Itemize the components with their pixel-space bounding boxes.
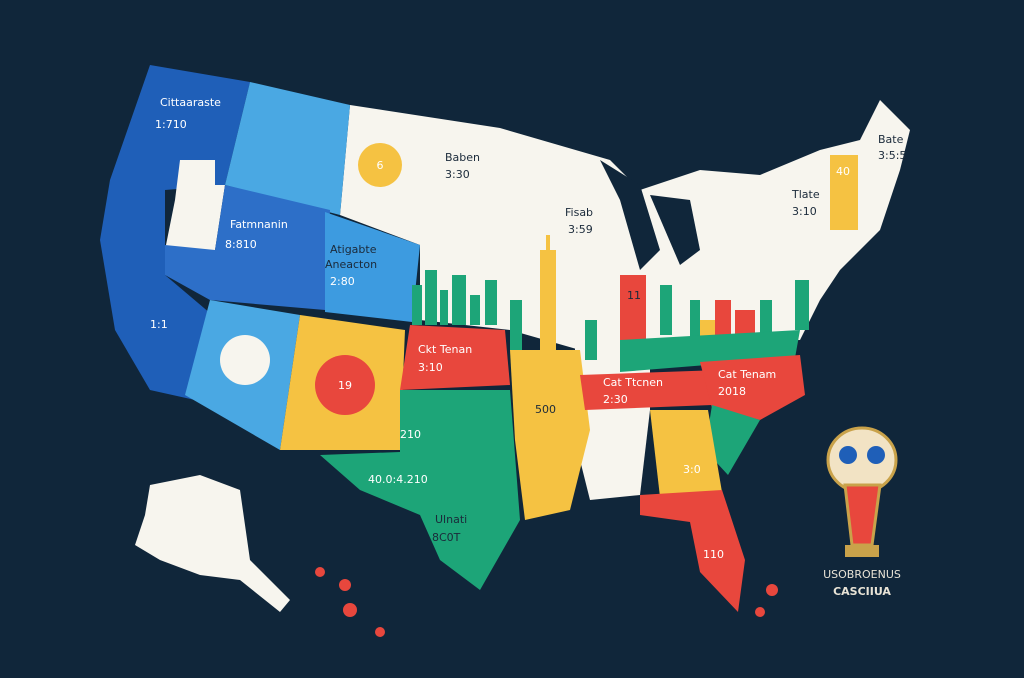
region-value: 110 <box>703 548 724 561</box>
region-shape <box>600 160 660 270</box>
region-name: Fatmnanin <box>230 218 288 231</box>
region-value: 2:30 <box>603 393 628 406</box>
region-value: 2:80 <box>330 275 355 288</box>
region-name: Bate <box>878 133 904 146</box>
region-name: Fisab <box>565 206 593 219</box>
region-value: 8:810 <box>225 238 257 251</box>
marker <box>220 335 270 385</box>
marker <box>315 355 375 415</box>
region-name: Aneacton <box>325 258 377 271</box>
region-name: Ckt Tenan <box>418 343 472 356</box>
region-value: 1:1 <box>150 318 168 331</box>
region-shape <box>640 490 745 612</box>
region-shape <box>650 195 700 265</box>
region-shape <box>510 350 590 520</box>
region-value: 19 <box>338 379 352 392</box>
region-name: Cittaaraste <box>160 96 221 109</box>
region-shape <box>700 355 805 420</box>
region-name: Tlate <box>791 188 820 201</box>
region-value: 2018 <box>718 385 746 398</box>
region-shape <box>135 475 290 612</box>
islands <box>315 567 778 637</box>
region-value: 500 <box>535 403 556 416</box>
region-value: 40 <box>836 165 850 178</box>
region-value: 11 <box>627 289 641 302</box>
region-name: Baben <box>445 151 480 164</box>
region-shape <box>400 325 510 390</box>
region-value: 8C0T <box>432 531 461 544</box>
region-name: Cat Tenam <box>718 368 776 381</box>
region-shape <box>325 212 420 322</box>
region-value: 3:10 <box>792 205 817 218</box>
region-shape <box>580 370 720 410</box>
region-value: 1:710 <box>155 118 187 131</box>
region-value: 6 <box>377 159 384 172</box>
region-shape <box>165 160 225 250</box>
logo <box>826 426 898 557</box>
region-shape <box>225 82 350 215</box>
region-value: 210 <box>400 428 421 441</box>
skyline <box>412 270 809 360</box>
logo-text: CASCIIUA <box>833 585 891 598</box>
region-value: 3:0 <box>683 463 701 476</box>
region-shape <box>165 185 330 310</box>
logo-text: USOBROENUS <box>823 568 901 581</box>
region-shape <box>340 100 910 350</box>
region-shape <box>320 390 520 590</box>
region-value: 3:5:5 <box>878 149 906 162</box>
region-name: Ulnati <box>435 513 467 526</box>
region-name: Cat Ttcnen <box>603 376 663 389</box>
region-shape <box>650 410 722 497</box>
region-name: Atigabte <box>330 243 377 256</box>
region-value: 3:10 <box>418 361 443 374</box>
region-value: 40.0:4.210 <box>368 473 428 486</box>
region-value: 3:30 <box>445 168 470 181</box>
marker <box>358 143 402 187</box>
region-shape <box>620 330 800 372</box>
region-value: 3:59 <box>568 223 593 236</box>
region-shape <box>705 405 760 475</box>
